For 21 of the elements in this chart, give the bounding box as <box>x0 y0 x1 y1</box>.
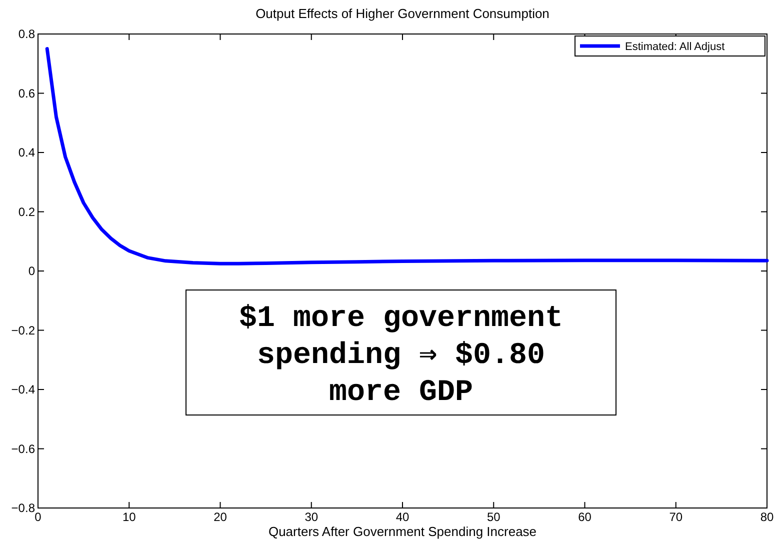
x-tick-label: 60 <box>578 510 592 524</box>
y-tick-label: −0.6 <box>11 442 36 456</box>
y-tick-label: 0.2 <box>18 204 36 219</box>
y-tick-label: 0.4 <box>18 146 36 160</box>
chart-title: Output Effects of Higher Government Consumption <box>256 6 550 21</box>
y-tick-label: 0.6 <box>18 86 36 100</box>
x-tick-label: 70 <box>669 510 683 524</box>
x-tick-label: 10 <box>122 510 136 524</box>
x-tick-label: 30 <box>304 510 318 524</box>
x-tick-label: 20 <box>214 510 228 524</box>
y-tick-label: −0.4 <box>11 382 36 396</box>
x-tick-label: 80 <box>760 510 774 524</box>
x-axis-title: Quarters After Government Spending Increase <box>268 524 537 539</box>
y-tick-label: 0.8 <box>18 27 36 41</box>
legend-label: Estimated: All Adjust <box>625 41 725 53</box>
y-tick-label: −0.8 <box>11 501 36 515</box>
y-tick-label: 0 <box>28 264 36 278</box>
annotation: $1 more government spending ⇒ $0.80 more GDP <box>238 302 564 410</box>
y-tick-label: −0.2 <box>11 323 36 338</box>
x-tick-label: 50 <box>486 510 501 524</box>
x-tick-label: 40 <box>396 510 410 524</box>
